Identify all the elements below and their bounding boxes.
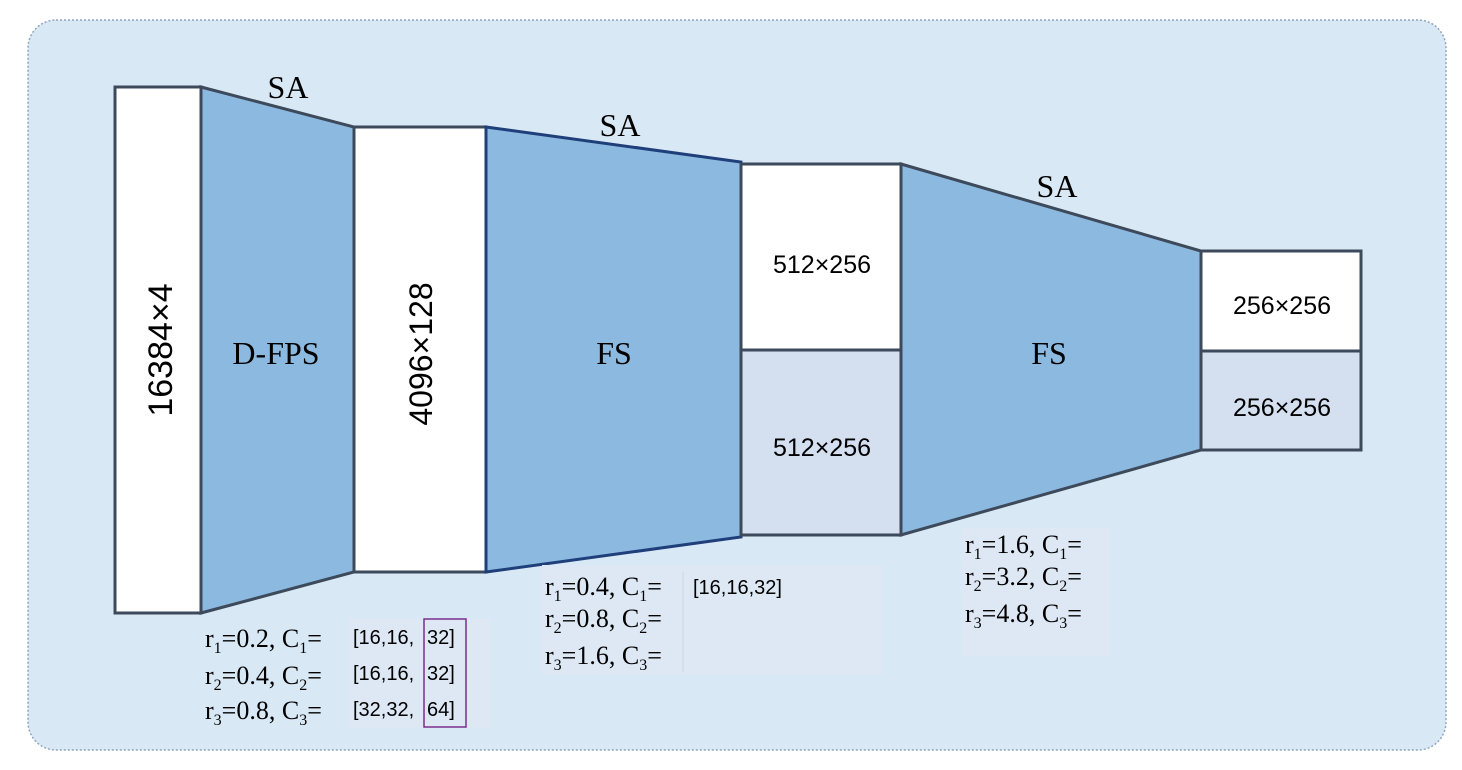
feature3-bottom-label: 256×256 — [1233, 394, 1331, 422]
feature3-bottom-box — [1199, 349, 1363, 452]
sa1-method: D-FPS — [232, 335, 319, 371]
sa3-title: SA — [1037, 168, 1078, 204]
sa3-params-backdrop — [962, 528, 1110, 656]
feature1-label: 4096×128 — [403, 282, 439, 425]
sa2-params: r1=0.4, C1= [16,16,32] r2=0.8, C2= r3=1.… — [542, 565, 882, 675]
sa1-vector-row-2-b: 32] — [427, 663, 455, 685]
feature3-top-box — [1199, 249, 1363, 353]
input-label: 16384×4 — [142, 283, 180, 416]
sa3-param-row-1: r1=1.6, C1= — [965, 530, 1082, 563]
sa1-param-row-2: r2=0.4, C2= — [205, 661, 322, 694]
sa1-vector-row-3-b: 64] — [427, 699, 455, 721]
sa2-title: SA — [600, 107, 641, 143]
sa3-param-row-3: r3=4.8, C3= — [965, 599, 1082, 632]
feature1-box — [352, 125, 488, 574]
sa1-vector-row-1-a: [16,16, — [353, 627, 414, 649]
sa3-params: r1=1.6, C1= r2=3.2, C2= r3=4.8, C3= — [962, 528, 1110, 656]
feature2-top-label: 512×256 — [773, 251, 871, 279]
sa2-param-row-2: r2=0.8, C2= — [545, 604, 662, 637]
sa1-param-row-3: r3=0.8, C3= — [205, 696, 322, 729]
sa1-vector-row-1-b: 32] — [427, 627, 455, 649]
sa1-params: r1=0.2, C1= [16,16, 32] r2=0.4, C2= [16,… — [205, 618, 490, 729]
sa1-vector-row-3-a: [32,32, — [353, 699, 414, 721]
sa1-highlight-box — [423, 618, 467, 728]
sa2-param-row-1: r1=0.4, C1= — [545, 572, 662, 605]
feature2-top-box — [739, 162, 903, 352]
sa2-method: FS — [596, 335, 632, 371]
sa2-vector-row-1: [16,16,32] — [693, 577, 782, 599]
sa1-vector-row-2-a: [16,16, — [353, 663, 414, 685]
feature2-bottom-box — [739, 348, 903, 537]
sa1-param-row-1: r1=0.2, C1= — [205, 624, 322, 657]
input-box — [113, 85, 203, 615]
sa2-param-row-3: r3=1.6, C3= — [545, 641, 662, 674]
sa3-method: FS — [1031, 335, 1067, 371]
feature3-top-label: 256×256 — [1233, 292, 1331, 320]
feature2-bottom-label: 512×256 — [773, 434, 871, 462]
sa2-params-backdrop — [542, 565, 882, 675]
sa3-param-row-2: r2=3.2, C2= — [965, 562, 1082, 595]
sa1-title: SA — [268, 69, 309, 105]
sa2-trapezoid — [484, 125, 743, 574]
